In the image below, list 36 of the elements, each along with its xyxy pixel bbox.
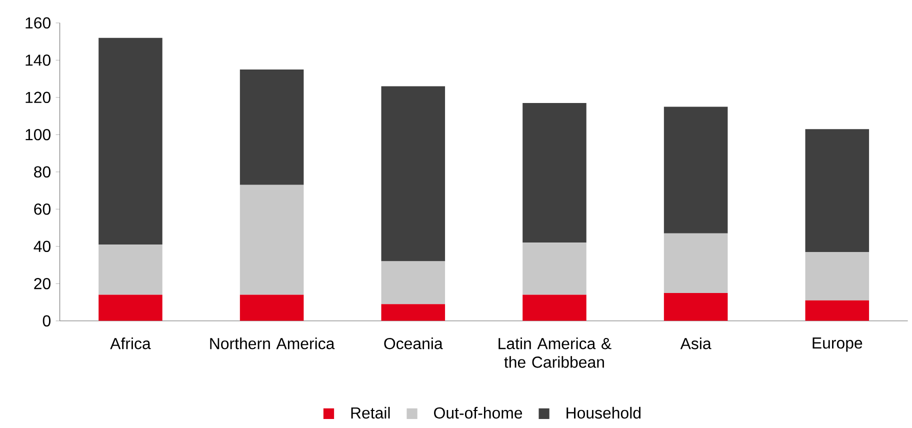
y-tick-label: 140: [26, 54, 50, 66]
bar: [664, 106, 728, 234]
bar: [522, 103, 586, 243]
bar: [805, 300, 870, 322]
bar: [664, 234, 728, 294]
x-tick-label: Asia: [680, 338, 712, 350]
bar: [381, 262, 446, 304]
y-tick-label: 40: [34, 240, 51, 252]
bar: [805, 252, 870, 301]
y-tick-label: 100: [26, 129, 50, 141]
legend-label: Household: [566, 407, 640, 419]
bar: [664, 293, 728, 322]
bar: [522, 295, 586, 322]
y-tick-label: 120: [26, 92, 50, 104]
bar: [381, 304, 446, 322]
x-tick-label: Africa: [110, 338, 151, 350]
bar: [98, 295, 162, 322]
x-tick-label: Latin America & the Caribbean: [498, 338, 612, 368]
bar: [98, 244, 162, 296]
bar: [240, 295, 304, 322]
bar: [240, 70, 304, 186]
y-tick-label: 160: [26, 18, 50, 29]
x-tick-label: Oceania: [384, 338, 443, 350]
legend-label: Out-of-home: [434, 407, 522, 419]
legend-label: Retail: [351, 407, 390, 419]
bar: [98, 38, 162, 245]
x-tick-label: Northern America: [210, 338, 335, 350]
bar: [805, 129, 870, 252]
bar: [240, 185, 304, 296]
y-tick-label: 60: [34, 204, 51, 216]
y-tick-label: 80: [34, 166, 51, 178]
bar: [522, 242, 586, 296]
bar: [381, 86, 446, 262]
y-tick-label: 20: [34, 278, 51, 290]
y-tick-label: 0: [42, 315, 51, 327]
x-tick-label: Europe: [812, 338, 862, 352]
